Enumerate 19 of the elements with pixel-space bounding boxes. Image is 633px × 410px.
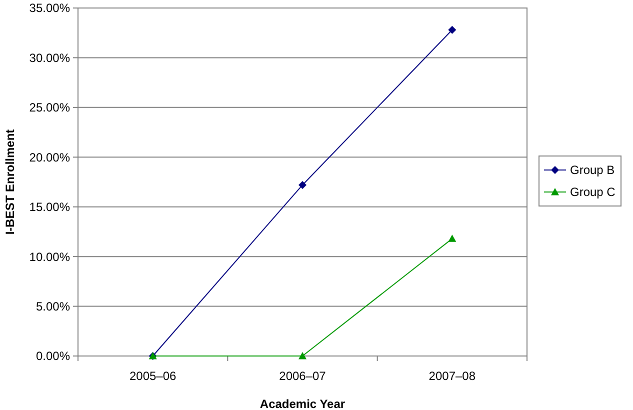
y-axis-title: I-BEST Enrollment: [3, 129, 17, 235]
x-axis-title: Academic Year: [260, 397, 346, 410]
x-tick-label: 2007–08: [428, 369, 476, 383]
y-tick-label: 0.00%: [36, 349, 70, 364]
legend-label: Group C: [570, 185, 616, 200]
y-tick-label: 30.00%: [29, 50, 70, 65]
y-tick-label: 10.00%: [29, 250, 70, 264]
x-tick-label: 2005–06: [129, 369, 177, 383]
legend-label: Group B: [570, 163, 615, 178]
point: [298, 352, 306, 360]
y-tick-label: 35.00%: [29, 1, 70, 16]
y-tick-label: 5.00%: [36, 299, 70, 314]
point: [448, 26, 456, 34]
point: [448, 234, 456, 242]
point: [298, 180, 306, 189]
y-tick-label: 15.00%: [29, 200, 70, 214]
y-tick-label: 20.00%: [29, 150, 70, 164]
y-tick-label: 25.00%: [29, 100, 70, 115]
x-tick-label: 2006–07: [279, 369, 326, 383]
